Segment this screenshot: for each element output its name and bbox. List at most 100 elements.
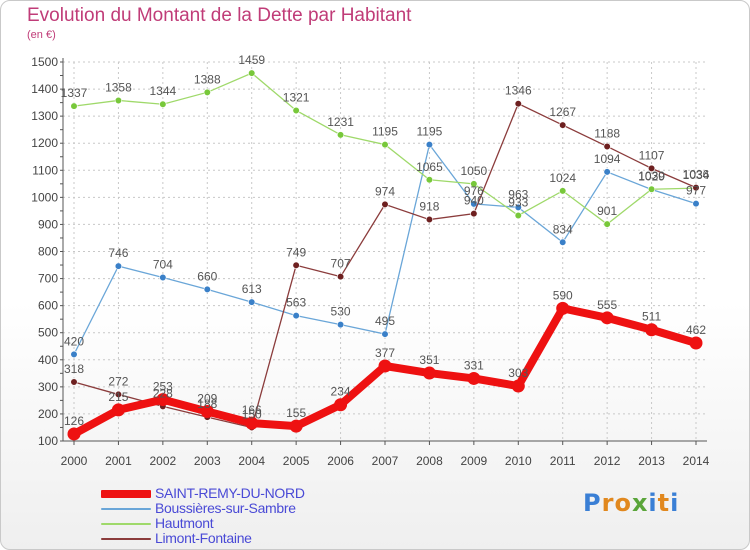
data-point [114,262,123,270]
y-tick-label: 700 [38,272,58,286]
data-point [559,238,567,246]
x-tick-label: 2012 [594,454,621,468]
data-label: 749 [286,245,306,259]
data-point [248,69,256,77]
x-tick-label: 2009 [461,454,488,468]
data-label: 918 [419,200,439,214]
proxiti-logo: Proxiti [583,489,679,517]
y-tick-label: 1400 [31,82,58,96]
chart-title: Evolution du Montant de la Dette par Hab… [27,5,412,26]
data-label: 155 [286,406,306,420]
data-label: 351 [419,353,439,367]
data-label: 318 [64,362,84,376]
data-label: 977 [686,184,706,198]
data-label: 1337 [61,86,88,100]
data-point [647,185,656,193]
data-point [159,100,167,108]
data-label: 1065 [416,160,443,174]
data-point [292,312,300,320]
chart-unit-label: (en €) [27,29,56,41]
data-label: 209 [197,391,217,405]
data-label-layer: 126 215 253 209 166 155 234 377 351 331 303 590 555 5… [61,53,710,428]
data-label: 1107 [639,148,665,162]
data-label: 974 [375,184,395,198]
data-point [603,220,611,228]
legend-label: Hautmont [155,515,214,531]
data-label: 1321 [283,90,310,104]
data-label: 1036 [683,168,710,182]
x-tick-label: 2002 [150,454,177,468]
logo-letter: P [583,489,602,517]
y-tick-label: 300 [38,380,58,394]
legend-swatch [101,523,151,525]
x-tick-label: 2001 [105,454,132,468]
y-tick-label: 400 [38,353,58,367]
data-label: 1050 [461,164,488,178]
data-point [336,273,345,281]
data-label: 1029 [638,170,665,184]
series-1 [70,140,700,358]
data-point [556,301,570,315]
y-tick-label: 1100 [32,163,58,177]
legend-swatch [101,508,151,510]
y-tick-label: 1000 [31,190,58,204]
data-point [114,390,123,399]
legend-swatch [101,490,151,498]
x-tick-label: 2008 [416,454,443,468]
data-point [647,164,656,172]
data-point [70,350,78,358]
data-point [600,311,614,325]
y-tick-label: 500 [38,326,58,340]
data-label: 834 [553,222,573,236]
data-label: 613 [242,282,262,296]
data-label: 377 [375,346,395,360]
data-label: 511 [642,310,661,324]
series-layer [67,69,703,441]
data-label: 228 [153,386,173,400]
data-point [692,199,700,208]
data-label: 331 [464,358,484,372]
data-label: 1195 [417,125,443,139]
logo-letter: i [648,489,658,517]
data-label: 166 [242,403,262,417]
data-point [467,371,481,385]
y-tick-label: 800 [38,245,58,259]
data-label: 746 [108,246,128,260]
data-label: 976 [464,184,484,198]
x-tick-label: 2004 [238,454,265,468]
data-point [248,298,256,306]
x-tick-label: 2011 [550,454,576,468]
data-point [245,416,259,430]
data-label: 933 [508,195,528,209]
data-label: 1024 [549,171,576,185]
data-label: 1346 [505,84,532,98]
data-label: 462 [686,323,706,337]
data-label: 253 [153,380,173,394]
axis-layer: 1002003004005006007008009001000110012001… [31,55,709,468]
y-tick-label: 900 [38,217,58,231]
data-point [514,100,522,108]
data-label: 563 [286,296,306,310]
data-point [114,96,123,105]
data-point [425,215,434,224]
x-tick-label: 2003 [194,454,221,468]
data-label: 234 [331,385,351,399]
data-label: 1188 [594,126,620,140]
data-label: 1344 [150,84,177,98]
data-point [159,273,167,282]
data-label: 126 [64,414,84,428]
series-0 [67,301,703,441]
data-point [111,403,125,417]
data-label: 1030 [638,169,665,183]
data-point [336,320,345,329]
data-label: 1267 [549,105,576,119]
data-label: 1034 [683,168,710,182]
data-label: 1358 [105,80,132,94]
data-point [692,184,700,192]
legend-swatch [101,538,151,540]
data-label: 150 [242,407,262,421]
data-label: 1388 [194,72,221,86]
data-label: 495 [375,314,395,328]
